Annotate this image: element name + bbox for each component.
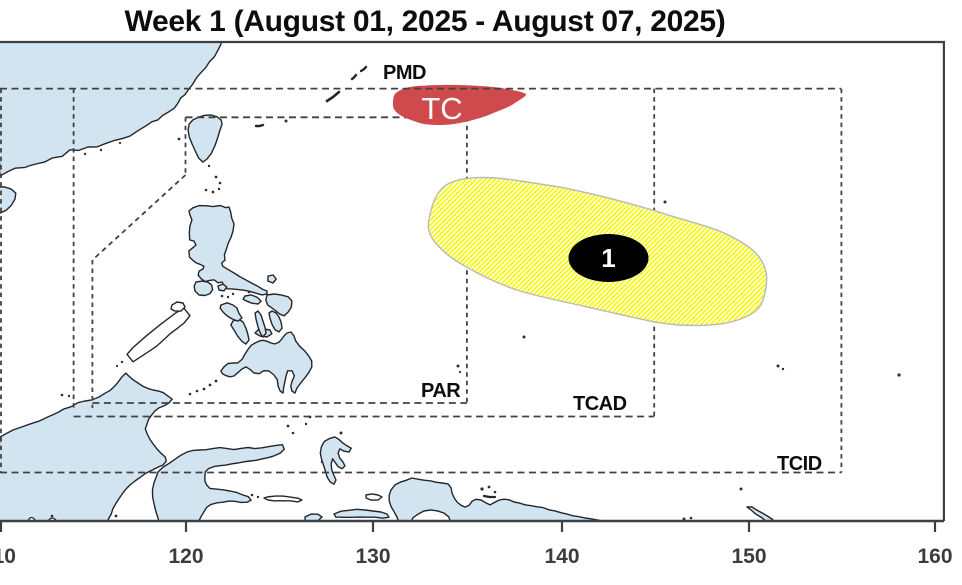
land-sula [263,495,303,503]
islet-palau [456,364,460,368]
land-leyte [268,310,283,333]
islet-biak [480,487,484,491]
islet-chuuk-1 [776,364,780,368]
islet-mussau [739,487,743,491]
islet-sangihe-2 [291,431,295,435]
islet-romblon-3 [231,292,235,296]
islet-yapen [482,494,497,499]
islet-spratly-2 [115,364,119,368]
islet-miyako [284,119,288,123]
land-catanduanes [267,274,277,284]
land-sulawesi [151,444,285,521]
islet-babuyan-2 [211,190,215,194]
islet-sangihe-3 [304,422,308,426]
islet-sangihe-1 [286,424,290,428]
islet-yap [522,335,526,339]
land-taiwan [187,114,223,163]
land-marinduque [217,283,228,292]
land-luzon [188,204,268,296]
islet-chuuk-2 [781,367,785,371]
islet-sulu-3 [202,387,206,391]
islet-china-islet-1 [83,152,87,156]
islet-romblon-2 [226,295,230,299]
land-seram [333,508,390,519]
tc-label: TC [421,91,462,126]
islet-brunei-islet-1 [60,393,64,397]
islet-sulu-5 [188,392,192,396]
par-west-diagonal [91,174,187,261]
land-newguinea [388,477,610,521]
islet-china-islet-3 [118,141,122,145]
domain-label-pmd: PMD [383,62,426,84]
islet-biak-2 [487,485,491,489]
islet-spratly-1 [120,360,124,364]
land-masbate [242,294,262,305]
x-axis-label-140: 140 [544,545,579,568]
islet-sulu-1 [214,379,218,383]
area-number-label: 1 [601,243,615,273]
land-mindoro [193,280,214,297]
land-newireland [746,506,775,521]
islet-batanes-1 [214,175,218,179]
tc-blob [392,84,527,125]
islet-palau-2 [458,370,462,374]
islet-amami-n [359,65,368,73]
land-obi [365,493,383,501]
islet-babuyan-1 [204,188,208,192]
islet-burias [247,290,251,294]
islet-brunei-islet-2 [67,394,71,398]
islet-babuyan-3 [217,187,221,191]
islet-manus [682,517,686,521]
islet-numfor [493,490,497,494]
islet-laut-1 [50,514,54,518]
islet-manus-2 [689,516,693,520]
map-frame [0,40,945,521]
map-title: Week 1 (August 01, 2025 - August 07, 202… [125,5,726,38]
islet-laut-2 [114,514,118,518]
x-axis-label-160: 160 [917,545,952,568]
land-negros [230,318,250,345]
land-palawan [126,307,191,363]
islet-china-islet-2 [99,148,103,152]
islet-pohnpei [897,373,901,377]
islet-morotai [339,431,343,435]
x-axis-label-130: 130 [355,545,390,568]
islet-marianas [663,200,667,204]
x-axis-label-120: 120 [168,545,203,568]
land-panay [219,302,243,322]
land-busuanga [170,301,186,312]
islet-ternate [320,460,324,464]
islet-banggai-2 [256,495,260,499]
land-buru [304,513,323,521]
x-axis-label-110: 110 [0,545,16,568]
domain-label-tcad: TCAD [573,393,627,415]
x-axis-label-150: 150 [731,545,766,568]
islet-okinawa [325,90,341,103]
area-number-badge [568,234,649,282]
islet-banggai-1 [250,493,254,497]
islet-romblon-1 [220,294,224,298]
islet-green-island [207,164,211,168]
islet-penghu [177,137,181,141]
islet-batanes-2 [218,181,222,185]
islet-yaeyama [254,123,265,128]
islet-amami-s [350,73,358,81]
land-samar [265,293,293,317]
land-china [0,41,223,177]
domain-label-par: PAR [421,380,461,402]
land-mindanao [220,331,313,394]
domain-label-tcid: TCID [777,453,822,475]
islet-sulu-2 [208,383,212,387]
land-cebu [254,310,267,338]
islet-sulu-4 [195,389,199,393]
land-hainan [0,186,17,214]
land-borneo [0,372,173,521]
